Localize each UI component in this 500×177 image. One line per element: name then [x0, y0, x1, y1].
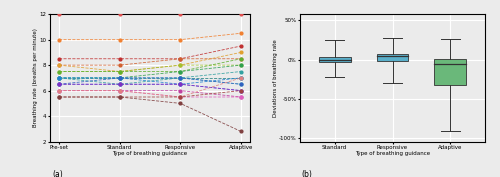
Point: [55, 76, 63, 79]
Bar: [376, 54, 408, 61]
Point: [237, 45, 245, 47]
Point: [237, 83, 245, 86]
Point: [55, 64, 63, 67]
Point: [55, 70, 63, 73]
Point: [237, 64, 245, 67]
Point: [116, 76, 124, 79]
Point: [237, 64, 245, 67]
Point: [176, 76, 184, 79]
Text: (b): (b): [302, 170, 312, 177]
Point: [116, 96, 124, 98]
Point: [116, 70, 124, 73]
Point: [116, 83, 124, 86]
Point: [116, 89, 124, 92]
Point: [176, 70, 184, 73]
Point: [237, 96, 245, 98]
Point: [116, 70, 124, 73]
Point: [176, 76, 184, 79]
Point: [176, 70, 184, 73]
Point: [55, 57, 63, 60]
Point: [116, 76, 124, 79]
Point: [176, 83, 184, 86]
Point: [116, 96, 124, 98]
Text: (a): (a): [52, 170, 63, 177]
Point: [116, 76, 124, 79]
Point: [55, 76, 63, 79]
Point: [237, 89, 245, 92]
Point: [55, 38, 63, 41]
Point: [176, 102, 184, 105]
Point: [55, 96, 63, 98]
Point: [55, 70, 63, 73]
Point: [55, 83, 63, 86]
Point: [176, 83, 184, 86]
Point: [55, 76, 63, 79]
Point: [237, 51, 245, 54]
Point: [237, 13, 245, 16]
Point: [116, 83, 124, 86]
Point: [176, 57, 184, 60]
Point: [237, 76, 245, 79]
Point: [237, 89, 245, 92]
Point: [176, 83, 184, 86]
Point: [116, 76, 124, 79]
Y-axis label: Breathing rate (breaths per minute): Breathing rate (breaths per minute): [33, 28, 38, 127]
Point: [237, 76, 245, 79]
Point: [176, 13, 184, 16]
Point: [55, 76, 63, 79]
Point: [176, 76, 184, 79]
Point: [176, 57, 184, 60]
Bar: [434, 59, 466, 85]
Point: [116, 64, 124, 67]
Point: [176, 96, 184, 98]
Point: [237, 89, 245, 92]
Point: [55, 83, 63, 86]
Point: [237, 32, 245, 35]
Point: [237, 57, 245, 60]
Point: [116, 83, 124, 86]
Point: [55, 64, 63, 67]
Point: [176, 38, 184, 41]
Point: [55, 96, 63, 98]
Point: [176, 64, 184, 67]
Point: [176, 76, 184, 79]
Point: [116, 70, 124, 73]
Point: [176, 64, 184, 67]
Point: [176, 96, 184, 98]
Point: [55, 89, 63, 92]
Point: [55, 83, 63, 86]
Point: [55, 13, 63, 16]
Point: [237, 96, 245, 98]
Point: [116, 89, 124, 92]
Point: [55, 89, 63, 92]
Point: [116, 57, 124, 60]
Bar: [319, 57, 350, 62]
X-axis label: Type of breathing guidance: Type of breathing guidance: [112, 152, 188, 156]
Point: [237, 70, 245, 73]
Point: [116, 38, 124, 41]
Point: [55, 89, 63, 92]
Point: [237, 76, 245, 79]
Point: [237, 130, 245, 133]
X-axis label: Type of breathing guidance: Type of breathing guidance: [355, 152, 430, 156]
Point: [55, 76, 63, 79]
Y-axis label: Deviations of breathing rate: Deviations of breathing rate: [272, 39, 278, 117]
Point: [176, 89, 184, 92]
Point: [237, 57, 245, 60]
Point: [116, 89, 124, 92]
Point: [176, 96, 184, 98]
Point: [237, 83, 245, 86]
Point: [116, 13, 124, 16]
Point: [116, 76, 124, 79]
